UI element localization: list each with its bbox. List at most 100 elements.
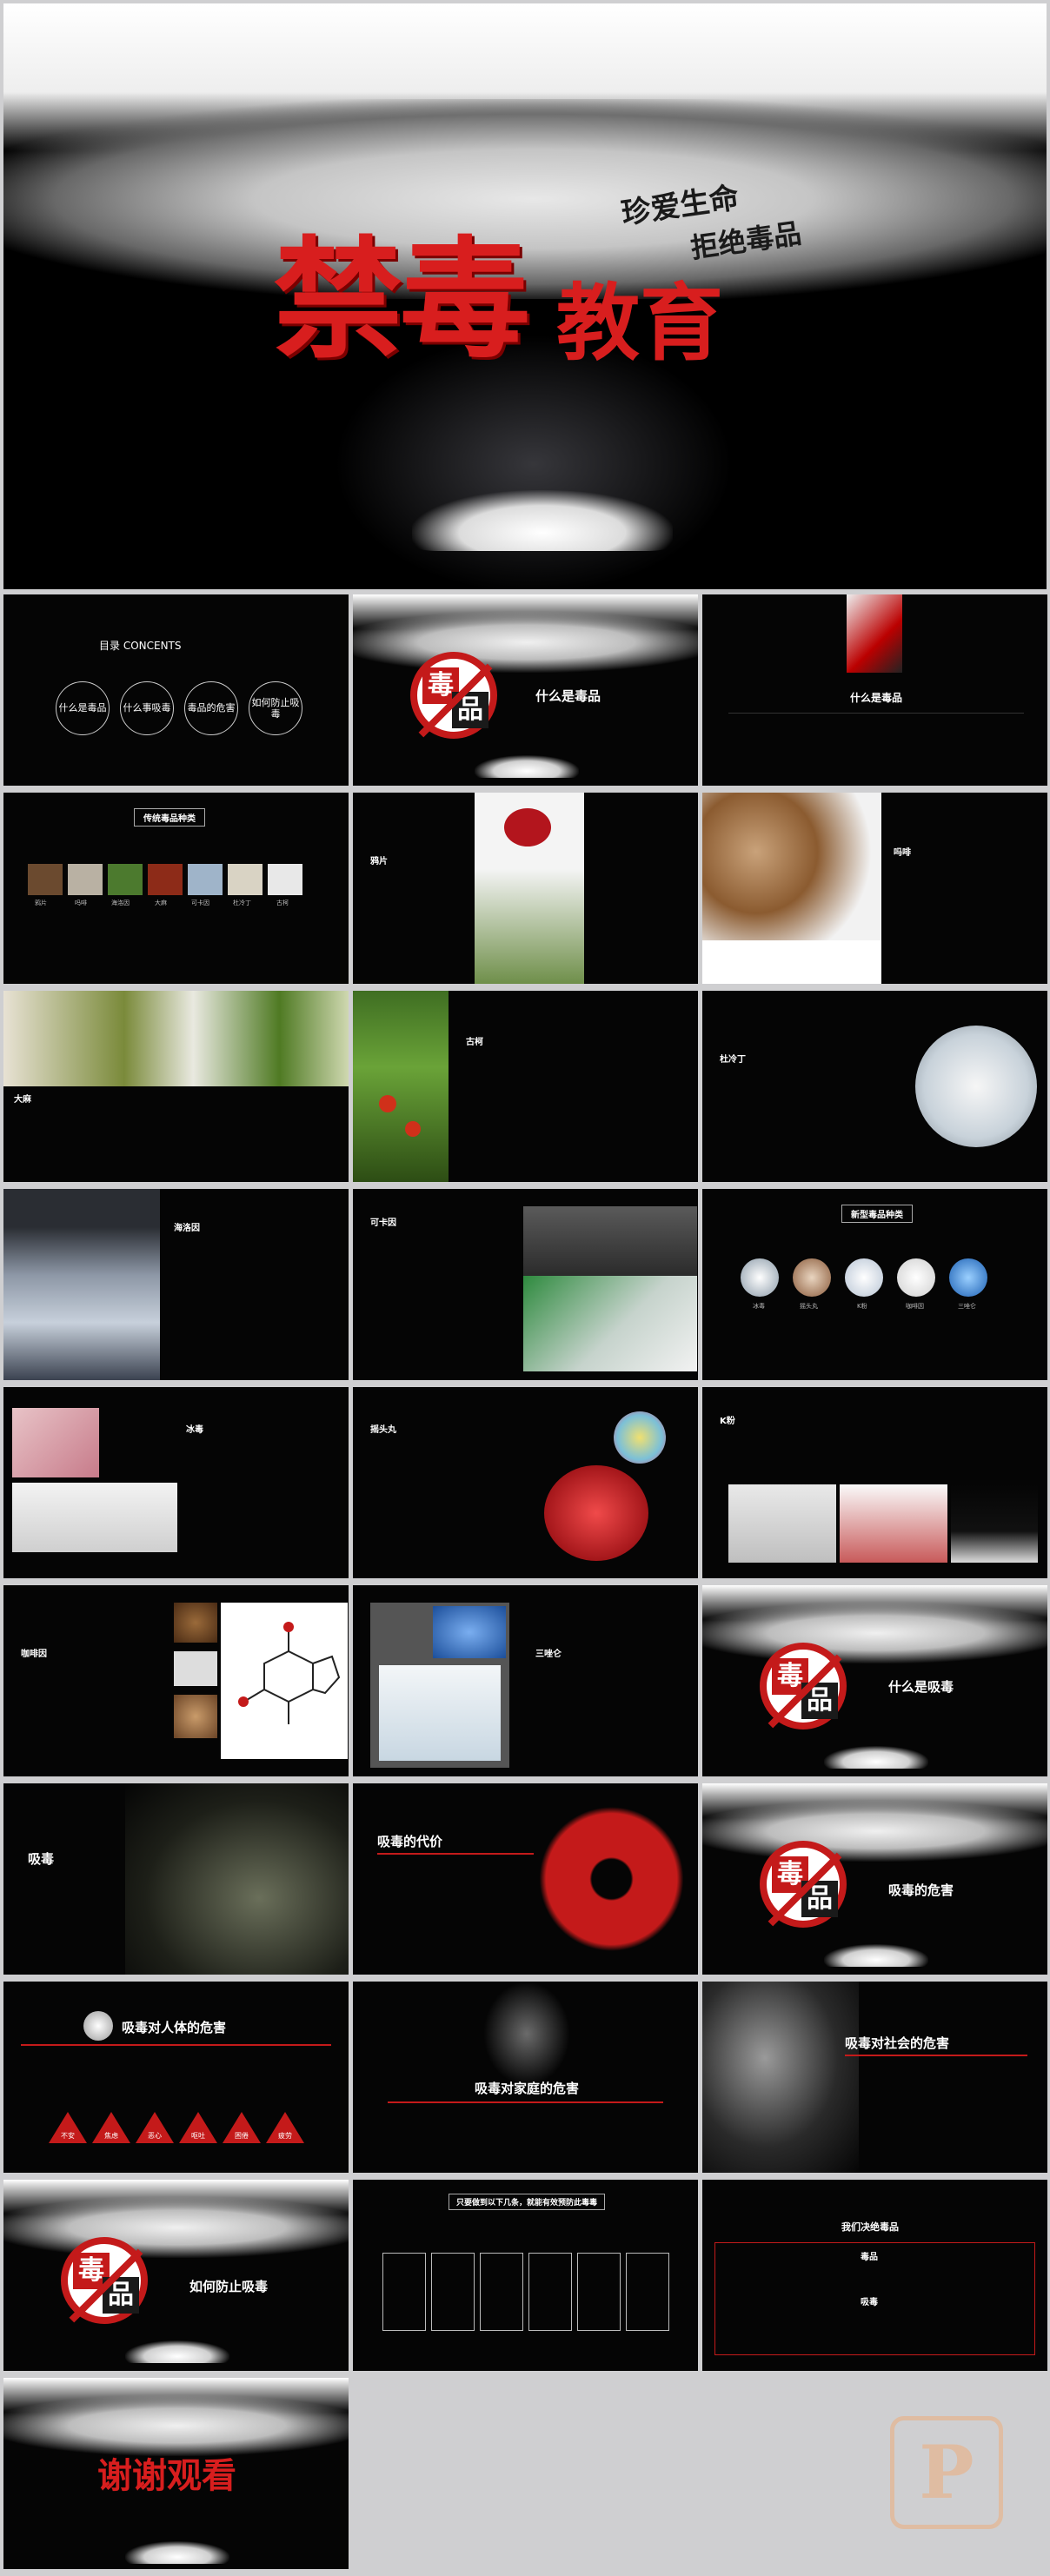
slide-prevent-tips[interactable]: 只要做到以下几条，就能有效预防此毒毒 xyxy=(353,2180,698,2371)
warning-triangle xyxy=(49,2112,87,2143)
drug-photo xyxy=(847,594,902,673)
heading-underline xyxy=(388,2101,663,2103)
powder-pile xyxy=(125,2340,229,2363)
slide-new-drugs[interactable]: 新型毒品种类 冰毒 摇头丸 K粉 咖啡因 三唑仑 xyxy=(702,1189,1047,1380)
slide-body-harm[interactable]: 吸毒对人体的危害 不安 焦虑 恶心 呕吐 困倦 疲劳 xyxy=(3,1982,349,2173)
slide-cannabis[interactable]: 大麻 xyxy=(3,991,349,1182)
person-photo xyxy=(483,1982,570,2086)
info-list-placeholder xyxy=(261,1439,339,1561)
skull-icon xyxy=(535,1801,688,1957)
slide-triazolam[interactable]: 三唑仑 xyxy=(353,1585,698,1776)
slide-opium[interactable]: 鸦片 xyxy=(353,793,698,984)
body-text-placeholder xyxy=(466,1052,570,1139)
warning-triangle xyxy=(223,2112,261,2143)
slide-section-what-drug-use[interactable]: 毒 品 什么是吸毒 xyxy=(702,1585,1047,1776)
slide-heading: 冰毒 xyxy=(186,1425,203,1435)
contents-heading: 目录 CONCENTS xyxy=(99,640,182,652)
body-text-placeholder xyxy=(377,1863,534,1950)
body-text-placeholder xyxy=(370,1232,449,1363)
body-text-placeholder xyxy=(845,2063,1027,2133)
warning-triangle xyxy=(92,2112,130,2143)
caffeine-molecule-diagram xyxy=(221,1603,348,1759)
slide-meth[interactable]: 冰毒 xyxy=(3,1387,349,1578)
drug-thumb xyxy=(845,1258,883,1297)
contents-item[interactable]: 毒品的危害 xyxy=(184,681,238,735)
thumb-label: 咖啡因 xyxy=(906,1303,924,1310)
ink-brush-band xyxy=(702,1801,1047,1862)
ink-brush-band xyxy=(353,612,698,673)
info-panel xyxy=(702,940,881,984)
slide-cocaine[interactable]: 可卡因 xyxy=(353,1189,698,1380)
slide-contents[interactable]: 目录 CONCENTS 什么是毒品 什么事吸毒 毒品的危害 如何防止吸毒 xyxy=(3,594,349,786)
meth-bags-photo xyxy=(12,1483,177,1552)
thumb-label: 鸦片 xyxy=(35,900,47,906)
slide-heading: 杜冷丁 xyxy=(720,1055,746,1065)
thumb-label: 大麻 xyxy=(155,900,167,906)
tip-card xyxy=(626,2253,669,2331)
meth-photo xyxy=(12,1408,99,1477)
thanks-title: 谢谢观看 xyxy=(97,2455,236,2496)
thumb-label: 冰毒 xyxy=(753,1303,765,1310)
info-list-placeholder xyxy=(579,1052,683,1139)
slide-what-drugs[interactable]: 什么是毒品 xyxy=(702,594,1047,786)
tip-card xyxy=(431,2253,475,2331)
ketamine-photo-2 xyxy=(840,1484,947,1563)
section-title: 如何防止吸毒 xyxy=(189,2279,269,2294)
thumb-label: 杜冷丁 xyxy=(233,900,251,906)
slide-society-harm[interactable]: 吸毒对社会的危害 xyxy=(702,1982,1047,2173)
no-drugs-icon: 毒 品 xyxy=(760,1643,847,1730)
body-text-placeholder xyxy=(720,1431,1033,1474)
no-drugs-icon: 毒 品 xyxy=(61,2237,148,2324)
slide-section-prevent[interactable]: 毒 品 如何防止吸毒 xyxy=(3,2180,349,2371)
slide-refuse[interactable]: 我们决绝毒品 毒品 吸毒 xyxy=(702,2180,1047,2371)
tip-card xyxy=(382,2253,426,2331)
slide-heading: 我们决绝毒品 xyxy=(841,2221,899,2233)
thumb-label: 海洛因 xyxy=(111,900,130,906)
title-slide[interactable]: 禁毒 教育 珍爱生命 拒绝毒品 xyxy=(3,3,1047,589)
slide-heroin[interactable]: 海洛因 xyxy=(3,1189,349,1380)
slide-heading: 什么是毒品 xyxy=(850,692,903,704)
hero-title: 禁毒 xyxy=(273,223,530,376)
no-drugs-icon: 毒 品 xyxy=(760,1841,847,1928)
slide-heading: 咖啡因 xyxy=(21,1650,47,1659)
slide-ecstasy[interactable]: 摇头丸 xyxy=(353,1387,698,1578)
body-text-placeholder xyxy=(21,2051,331,2095)
symptom-label: 恶心 xyxy=(148,2132,162,2140)
slide-drug-use[interactable]: 吸毒 xyxy=(3,1783,349,1975)
slide-pethidine[interactable]: 杜冷丁 xyxy=(702,991,1047,1182)
slide-caffeine[interactable]: 咖啡因 xyxy=(3,1585,349,1776)
slide-family-harm[interactable]: 吸毒对家庭的危害 xyxy=(353,1982,698,2173)
slide-heading: 传统毒品种类 xyxy=(134,808,205,827)
thumb-label: 古柯 xyxy=(276,900,289,906)
thumb-label: 三唑仑 xyxy=(958,1303,976,1310)
slide-section-what-drugs[interactable]: 毒 品 什么是毒品 xyxy=(353,594,698,786)
thumb-label: 摇头丸 xyxy=(800,1303,818,1310)
drug-thumb xyxy=(28,864,63,895)
ketamine-photo xyxy=(728,1484,836,1563)
body-text-placeholder xyxy=(28,1870,176,1940)
contents-item[interactable]: 什么事吸毒 xyxy=(120,681,174,735)
symptom-label: 不安 xyxy=(61,2132,75,2140)
face-icon xyxy=(83,2011,113,2041)
powder-pile xyxy=(412,490,673,551)
slide-ketamine[interactable]: K粉 xyxy=(702,1387,1047,1578)
slide-coca[interactable]: 古柯 xyxy=(353,991,698,1182)
coffee-beans-photo xyxy=(174,1603,217,1643)
thumb-label: K粉 xyxy=(857,1303,867,1310)
slide-morphine[interactable]: 吗啡 xyxy=(702,793,1047,984)
slide-cost[interactable]: 吸毒的代价 xyxy=(353,1783,698,1975)
slide-traditional-drugs[interactable]: 传统毒品种类 鸦片 吗啡 海洛因 大麻 可卡因 杜冷丁 古柯 xyxy=(3,793,349,984)
contents-item[interactable]: 什么是毒品 xyxy=(56,681,110,735)
slide-section-harm[interactable]: 毒 品 吸毒的危害 xyxy=(702,1783,1047,1975)
tip-card xyxy=(577,2253,621,2331)
slide-thanks[interactable]: 谢谢观看 xyxy=(3,2378,349,2569)
tip-card xyxy=(528,2253,572,2331)
powder-pile xyxy=(125,2541,229,2564)
drug-thumb xyxy=(897,1258,935,1297)
slide-heading: 吸毒对人体的危害 xyxy=(122,2020,227,2035)
slide-heading: 新型毒品种类 xyxy=(841,1205,913,1223)
content-frame xyxy=(714,2242,1035,2355)
slide-heading: 吗啡 xyxy=(894,848,911,858)
contents-item[interactable]: 如何防止吸毒 xyxy=(249,681,302,735)
slide-heading: 吸毒对家庭的危害 xyxy=(475,2081,580,2096)
